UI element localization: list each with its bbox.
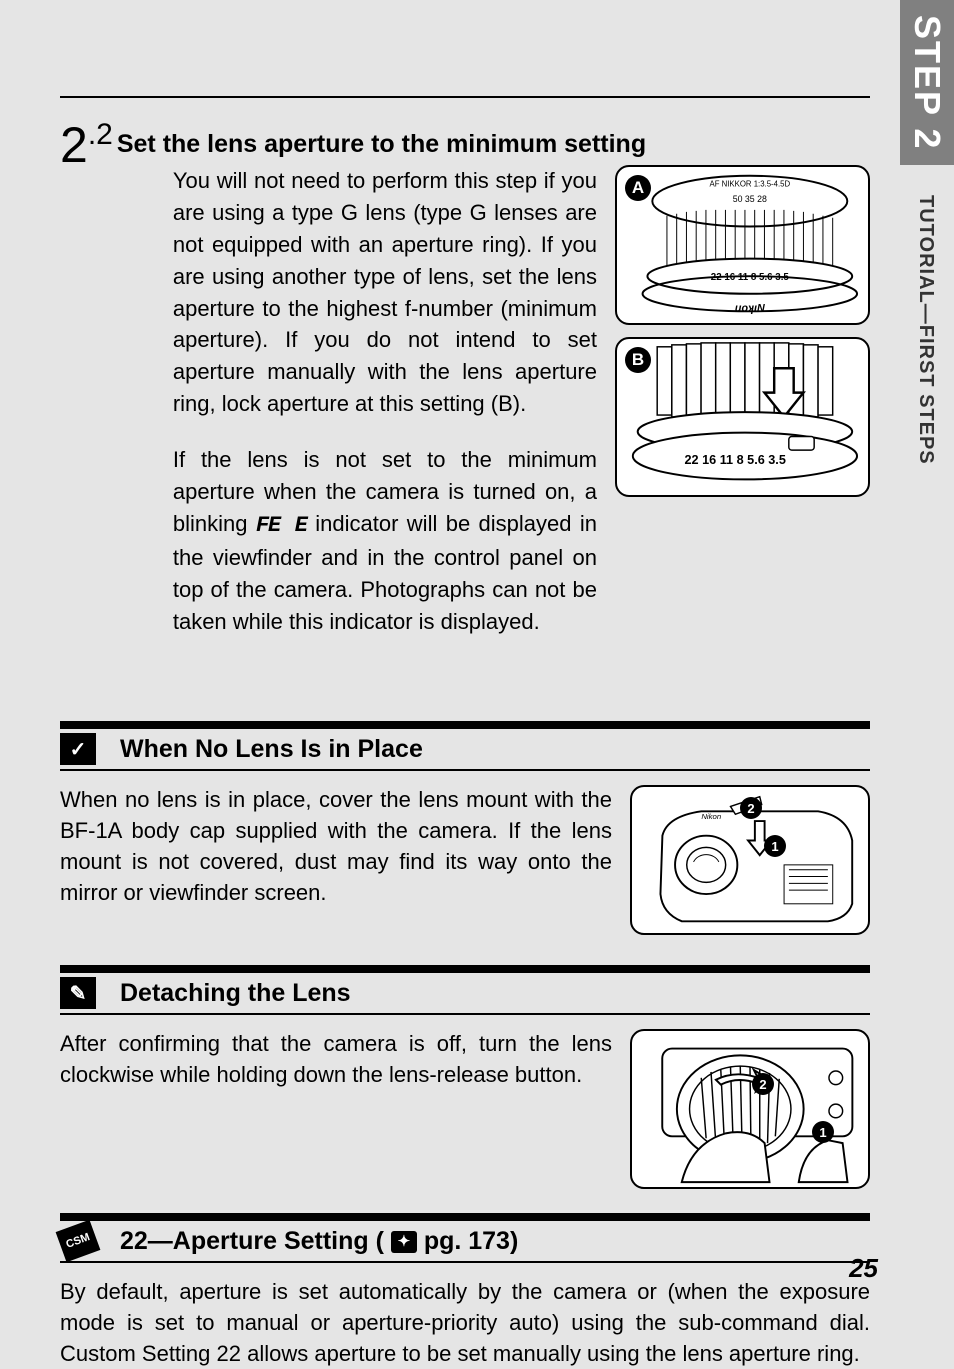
step-body: You will not need to perform this step i…: [173, 165, 597, 661]
sec1-illustration: Nikon 2 1: [630, 785, 870, 935]
step-label: STEP 2: [906, 15, 948, 150]
csm-icon: CSM: [56, 1220, 101, 1262]
sec2-text: After confirming that the camera is off,…: [60, 1029, 612, 1189]
step-number: 2.2: [60, 120, 113, 170]
step-block: STEP 2: [900, 0, 954, 165]
badge-a: A: [625, 175, 651, 201]
top-rule: [60, 96, 870, 98]
sec3-title: 22—Aperture Setting ( ✦ pg. 173): [120, 1227, 518, 1256]
sec2-illustration: 2 1: [630, 1029, 870, 1189]
para1: You will not need to perform this step i…: [173, 165, 597, 420]
sec3-text: By default, aperture is set automaticall…: [60, 1277, 870, 1369]
step-title: Set the lens aperture to the minimum set…: [116, 120, 870, 159]
svg-text:50 35 28: 50 35 28: [733, 194, 767, 204]
sec1-title: When No Lens Is in Place: [120, 735, 423, 764]
sec1-text: When no lens is in place, cover the lens…: [60, 785, 612, 935]
page-number: 25: [849, 1253, 878, 1284]
svg-text:uoʞıN: uoʞıN: [735, 302, 765, 314]
section-aperture-setting: CSM 22—Aperture Setting ( ✦ pg. 173) By …: [60, 1213, 870, 1369]
step-heading: 2.2 Set the lens aperture to the minimum…: [60, 120, 870, 159]
wrench-icon: ✦: [391, 1231, 417, 1253]
section-no-lens: ✓ When No Lens Is in Place When no lens …: [60, 721, 870, 935]
svg-text:Nikon: Nikon: [701, 813, 721, 822]
badge-b: B: [625, 347, 651, 373]
side-tab: STEP 2 TUTORIAL—FIRST STEPS: [884, 0, 954, 1314]
pencil-icon: ✎: [60, 977, 96, 1009]
illustration-a: A AF NIKKOR 1:3.5-4.5D 50 35 28: [615, 165, 870, 325]
fee-indicator-icon: FE E: [256, 513, 307, 538]
check-icon: ✓: [60, 733, 96, 765]
section-detaching: ✎ Detaching the Lens After confirming th…: [60, 965, 870, 1189]
illustration-b: B 22 16 11 8 5.6 3.5: [615, 337, 870, 497]
sec2-title: Detaching the Lens: [120, 979, 351, 1008]
svg-text:AF NIKKOR 1:3.5-4.5D: AF NIKKOR 1:3.5-4.5D: [710, 180, 791, 189]
tutorial-label: TUTORIAL—FIRST STEPS: [914, 195, 937, 465]
para2: If the lens is not set to the minimum ap…: [173, 444, 597, 637]
svg-text:22 16 11 8 5.6 3.5: 22 16 11 8 5.6 3.5: [685, 453, 786, 467]
